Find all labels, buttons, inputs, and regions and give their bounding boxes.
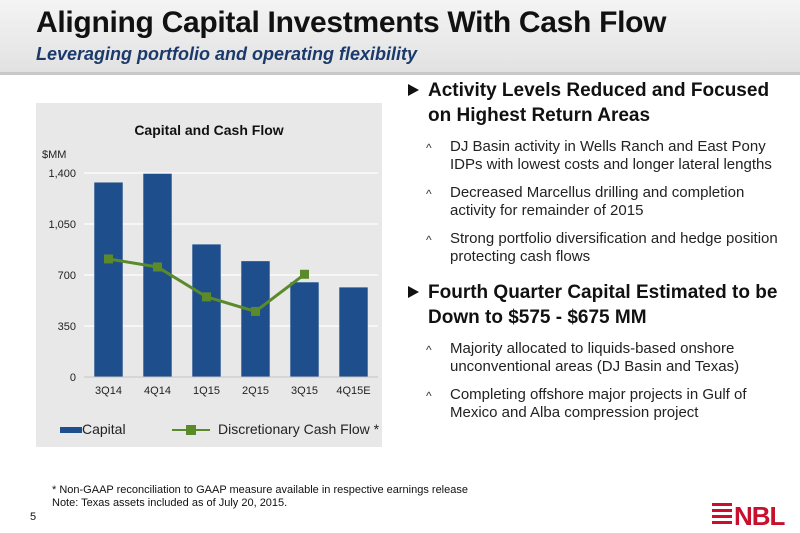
bar-capital-2q15 [241, 261, 270, 377]
main-bullet-text: Fourth Quarter Capital Estimated to be D… [428, 282, 778, 328]
footnote: * Non-GAAP reconciliation to GAAP measur… [52, 484, 468, 510]
logo-stripes-icon [712, 503, 732, 527]
chart-legend: Capital Discretionary Cash Flow * [60, 421, 380, 439]
sub-bullet: ^ Strong portfolio diversification and h… [408, 230, 793, 266]
legend-item-cash-flow: Discretionary Cash Flow * [172, 421, 379, 437]
cash-flow-point-3q14 [104, 254, 113, 264]
x-tick-label: 1Q15 [193, 385, 220, 397]
cash-flow-point-4q14 [153, 262, 162, 272]
sub-bullet: ^ Completing offshore major projects in … [408, 386, 793, 422]
caret-bullet-icon: ^ [426, 141, 432, 155]
y-axis-unit-label: $MM [42, 149, 66, 161]
legend-swatch-cash-flow [172, 425, 210, 436]
y-tick-label: 1,400 [48, 168, 76, 180]
x-tick-label: 4Q15E [336, 385, 370, 397]
main-bullet: Activity Levels Reduced and Focused on H… [408, 78, 793, 128]
legend-swatch-capital [60, 427, 82, 434]
sub-bullet: ^ Decreased Marcellus drilling and compl… [408, 184, 793, 220]
company-logo: NBL [712, 497, 796, 531]
triangle-bullet-icon [408, 286, 419, 298]
main-bullet: Fourth Quarter Capital Estimated to be D… [408, 280, 793, 330]
legend-label-cash-flow: Discretionary Cash Flow * [218, 421, 380, 437]
slide-subtitle: Leveraging portfolio and operating flexi… [36, 44, 418, 64]
bar-capital-4q14 [143, 173, 172, 377]
bar-capital-4q15e [339, 287, 368, 377]
main-bullet-text: Activity Levels Reduced and Focused on H… [428, 80, 770, 126]
sub-bullet-text: Completing offshore major projects in Gu… [450, 386, 747, 421]
caret-bullet-icon: ^ [426, 389, 432, 403]
caret-bullet-icon: ^ [426, 233, 432, 247]
caret-bullet-icon: ^ [426, 343, 432, 357]
bar-capital-3q14 [94, 182, 123, 377]
sub-bullet: ^ DJ Basin activity in Wells Ranch and E… [408, 138, 793, 174]
sub-bullet: ^ Majority allocated to liquids-based on… [408, 340, 793, 376]
chart-panel: Capital and Cash Flow $MM 0 350 700 1,050 1,… [36, 103, 382, 447]
caret-bullet-icon: ^ [426, 187, 432, 201]
bullet-list: Activity Levels Reduced and Focused on H… [408, 78, 793, 432]
footnote-texas-note: Note: Texas assets included as of July 2… [52, 497, 288, 509]
cash-flow-point-3q15 [300, 269, 309, 279]
x-tick-label: 3Q14 [95, 385, 122, 397]
x-tick-label: 3Q15 [291, 385, 318, 397]
y-tick-label: 350 [58, 321, 76, 333]
sub-bullet-text: DJ Basin activity in Wells Ranch and Eas… [450, 138, 772, 173]
slide-header: Aligning Capital Investments With Cash F… [0, 0, 800, 75]
page-number: 5 [30, 511, 37, 523]
y-tick-label: 1,050 [48, 219, 76, 231]
cash-flow-point-1q15 [202, 292, 211, 302]
legend-item-capital: Capital [60, 421, 126, 437]
y-tick-label: 0 [70, 372, 76, 384]
x-tick-label: 2Q15 [242, 385, 269, 397]
bar-capital-3q15 [290, 282, 319, 377]
sub-bullet-text: Strong portfolio diversification and hed… [450, 230, 778, 265]
slide-title: Aligning Capital Investments With Cash F… [36, 6, 667, 39]
legend-label-capital: Capital [82, 421, 126, 437]
chart-title: Capital and Cash Flow [134, 122, 283, 138]
capital-cash-flow-chart: Capital and Cash Flow $MM 0 350 700 1,050 1,… [42, 122, 378, 397]
logo-text: NBL [734, 501, 785, 531]
x-tick-label: 4Q14 [144, 385, 171, 397]
sub-bullet-text: Decreased Marcellus drilling and complet… [450, 184, 745, 219]
bar-capital-1q15 [192, 244, 221, 377]
y-tick-label: 700 [58, 270, 76, 282]
sub-bullet-text: Majority allocated to liquids-based onsh… [450, 340, 740, 375]
triangle-bullet-icon [408, 84, 419, 96]
cash-flow-point-2q15 [251, 306, 260, 316]
footnote-non-gaap: * Non-GAAP reconciliation to GAAP measur… [52, 484, 468, 496]
